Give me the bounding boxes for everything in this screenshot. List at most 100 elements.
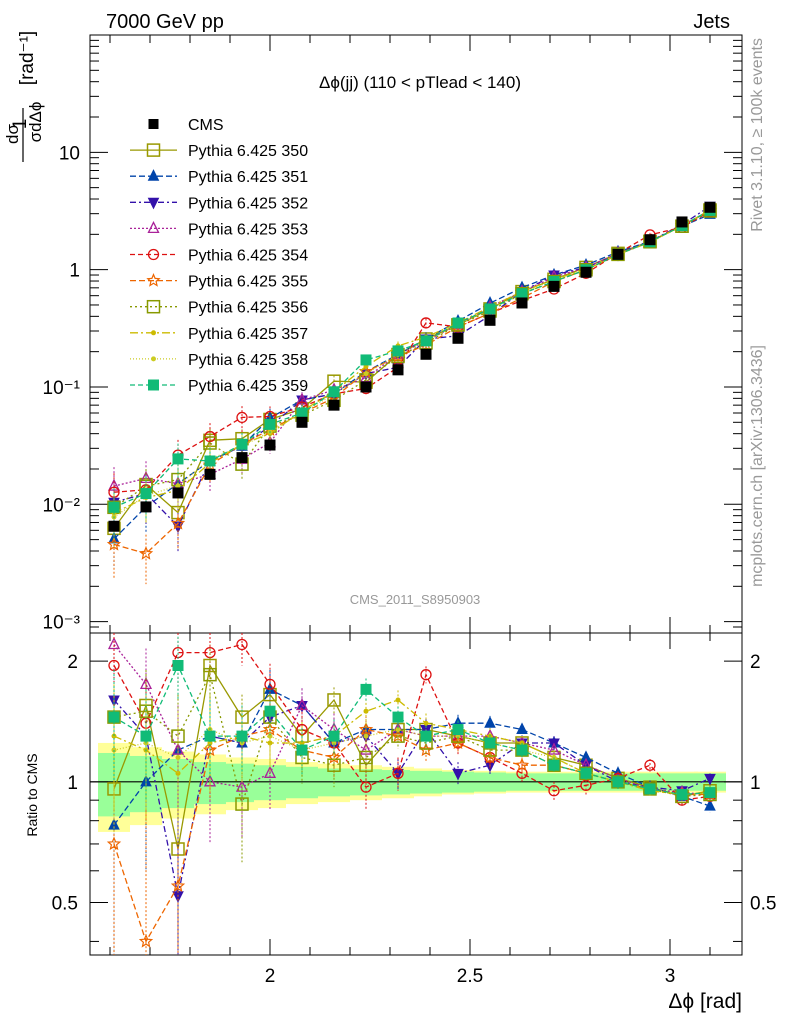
- x-tick-label: 2.5: [457, 966, 483, 987]
- cms-point: [516, 297, 528, 309]
- marker: [580, 779, 592, 791]
- marker: [203, 667, 217, 682]
- marker: [147, 220, 160, 234]
- legend-entry: Pythia 6.425 351: [130, 169, 308, 186]
- ratio-y-tick-label: 0.5: [52, 894, 78, 915]
- legend-entry: Pythia 6.425 353: [130, 220, 308, 238]
- main-y-axis-label: 1 dσ σdΔϕ [rad⁻¹]: [3, 31, 45, 162]
- marker: [484, 303, 496, 315]
- plot-frames: [89, 34, 743, 956]
- y-label-numerator: 1: [10, 119, 31, 130]
- legend-label: Pythia 6.425 356: [188, 300, 308, 317]
- cms-point: [580, 266, 592, 278]
- marker: [148, 379, 159, 391]
- marker: [146, 143, 161, 157]
- cms-point: [264, 439, 276, 451]
- legend: CMS Pythia 6.425 350 Pythia 6.425 351 Pythi…: [130, 117, 308, 395]
- ratio-y-tick-label-right: 2: [750, 652, 761, 673]
- marker: [264, 705, 276, 717]
- legend-label: Pythia 6.425 353: [188, 221, 308, 238]
- axis-ticks: 2 2.5 3 10⁻³ 10⁻² 10⁻¹ 1 10 0.5 0.5 1 1 2 2: [43, 35, 776, 987]
- marker: [151, 330, 156, 336]
- plot-title: Δϕ(jj) (110 < pTlead < 140): [319, 73, 521, 92]
- marker: [236, 730, 248, 742]
- ratio-line: [113, 728, 711, 796]
- header-left: 7000 GeV pp: [106, 11, 224, 33]
- legend-label: Pythia 6.425 350: [188, 143, 308, 160]
- marker: [170, 878, 186, 893]
- marker: [204, 455, 216, 467]
- cms-point: [612, 248, 624, 260]
- ratio-series-layer: [106, 633, 718, 955]
- marker: [392, 345, 404, 357]
- marker: [140, 730, 152, 742]
- legend-label: Pythia 6.425 359: [188, 378, 308, 395]
- marker: [452, 768, 464, 781]
- legend-entry: Pythia 6.425 354: [130, 248, 308, 265]
- cms-point: [676, 216, 688, 228]
- main-line: [113, 210, 711, 493]
- marker: [146, 273, 161, 287]
- header-right: Jets: [693, 11, 730, 33]
- marker: [236, 438, 248, 450]
- marker: [514, 757, 530, 772]
- marker: [328, 386, 340, 398]
- marker: [516, 288, 528, 300]
- marker: [263, 765, 277, 778]
- marker: [452, 724, 464, 736]
- marker: [644, 783, 656, 795]
- marker: [420, 669, 432, 681]
- marker: [147, 169, 160, 181]
- cms-point: [140, 501, 152, 513]
- marker: [423, 720, 429, 726]
- cms-point: [296, 416, 308, 428]
- marker: [363, 371, 369, 377]
- cms-point: [360, 381, 372, 393]
- marker: [420, 335, 432, 347]
- marker: [612, 776, 624, 788]
- marker: [676, 788, 688, 800]
- cms-point: [328, 399, 340, 411]
- marker: [392, 767, 404, 779]
- marker: [704, 798, 716, 811]
- y-tick-label: 10⁻³: [43, 613, 81, 634]
- marker: [704, 773, 716, 786]
- ratio-series: [106, 705, 718, 955]
- legend-label: Pythia 6.425 354: [188, 248, 308, 265]
- legend-entry: Pythia 6.425 358: [130, 352, 308, 369]
- cms-point: [548, 280, 560, 292]
- marker: [172, 453, 184, 465]
- marker: [146, 299, 161, 314]
- rivet-label: Rivet 3.1.10, ≥ 100k events: [749, 38, 766, 232]
- cms-point: [236, 452, 248, 464]
- marker: [106, 836, 122, 851]
- y-tick-label: 10⁻¹: [43, 378, 81, 399]
- ratio-frame: [89, 632, 743, 956]
- x-tick-label: 3: [665, 966, 676, 987]
- marker: [360, 683, 372, 695]
- marker: [420, 317, 432, 329]
- marker: [360, 781, 372, 793]
- x-tick-label: 2: [265, 966, 276, 987]
- marker: [327, 693, 341, 707]
- main-series-layer: [106, 201, 718, 585]
- marker: [108, 501, 120, 513]
- marker: [107, 637, 121, 650]
- marker: [296, 407, 308, 419]
- legend-entry: Pythia 6.425 356: [130, 300, 308, 317]
- marker: [204, 730, 216, 742]
- marker: [516, 722, 528, 735]
- cms-point: [204, 468, 216, 480]
- ratio-series: [108, 636, 716, 801]
- cms-point: [644, 234, 656, 246]
- marker: [236, 411, 248, 424]
- marker: [644, 759, 656, 771]
- marker: [235, 779, 249, 792]
- marker: [328, 730, 340, 742]
- marker: [580, 767, 592, 779]
- marker: [138, 546, 154, 560]
- marker: [326, 749, 342, 764]
- ratio-bands: [98, 742, 726, 832]
- legend-entry: Pythia 6.425 350: [130, 143, 308, 160]
